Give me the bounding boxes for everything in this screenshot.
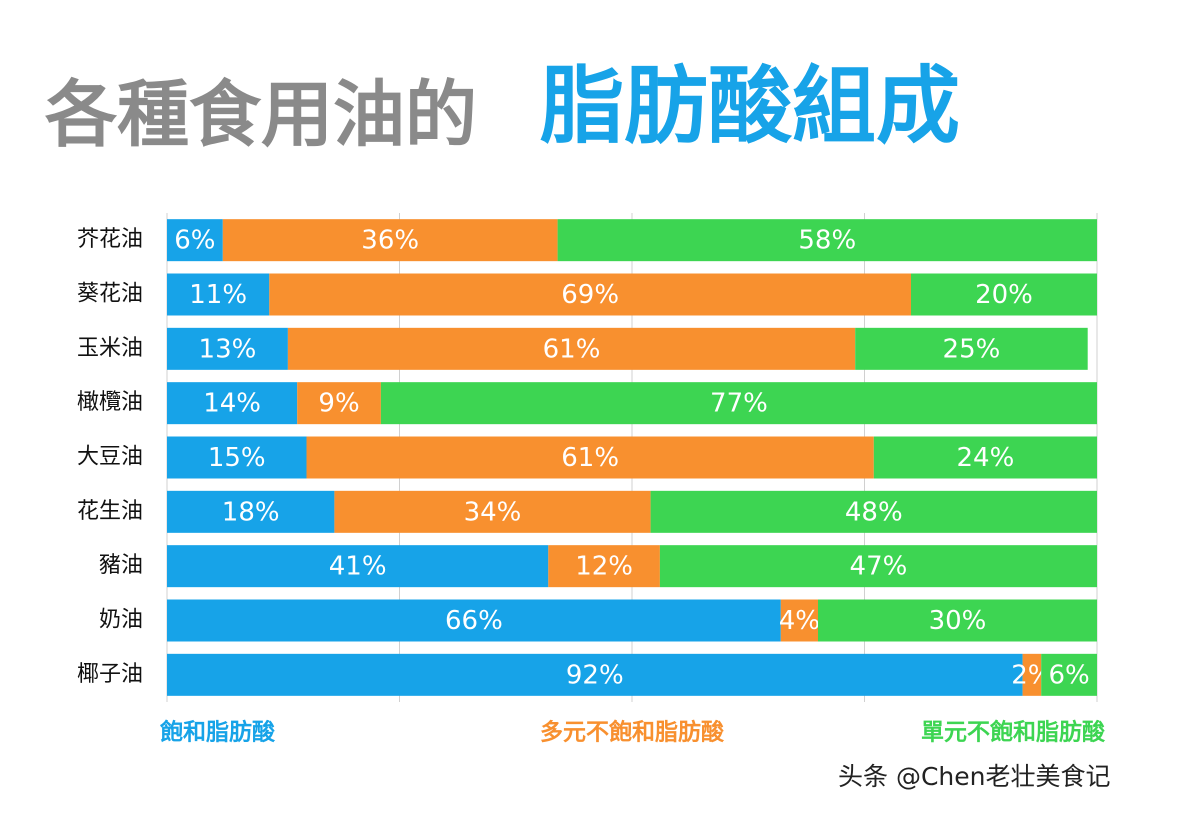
value-label: 4% [779,606,820,636]
value-label: 6% [174,226,215,256]
value-label: 36% [361,226,419,256]
value-label: 34% [464,497,522,527]
value-label: 11% [189,280,247,310]
y-tick-label: 奶油 [99,608,143,633]
y-tick-label: 椰子油 [77,662,143,687]
value-label: 48% [845,497,903,527]
bar-segment [873,436,1097,479]
bar-segment [548,545,660,588]
value-label: 61% [561,443,619,473]
y-tick-label: 花生油 [77,499,143,524]
bar-segment [818,599,1097,642]
bar-segment [167,653,1023,696]
bar-segment [167,490,335,533]
watermark: 头条 @Chen老壮美食记 [838,762,1110,791]
value-label: 47% [850,552,908,582]
bar-segment [167,382,298,425]
value-label: 69% [561,280,619,310]
value-label: 9% [318,389,359,419]
bar-segment [222,219,558,262]
value-label: 61% [543,334,601,364]
bar-segment [780,599,818,642]
value-label: 20% [975,280,1033,310]
y-tick-label: 芥花油 [77,227,143,252]
bar-segment [855,327,1088,370]
bar-segment [1022,653,1042,696]
bar-segment [1041,653,1097,696]
value-label: 13% [199,334,257,364]
y-tick-label: 豬油 [99,553,143,578]
value-label: 24% [957,443,1015,473]
bar-segment [650,490,1097,533]
value-label: 18% [222,497,280,527]
value-label: 58% [798,226,856,256]
bar-segment [167,436,307,479]
bar-segment [334,490,651,533]
bar-segment [659,545,1097,588]
value-label: 6% [1048,660,1089,690]
bar-segment [167,327,288,370]
y-tick-label: 橄欖油 [77,390,143,415]
bar-segment [269,273,911,316]
bar-segment [297,382,381,425]
value-label: 12% [575,552,633,582]
value-label: 66% [445,606,503,636]
value-label: 77% [710,389,768,419]
bar-segment [287,327,856,370]
value-label: 14% [203,389,261,419]
legend-label: 多元不飽和脂肪酸 [540,719,725,746]
value-label: 41% [329,552,387,582]
bar-segment [167,219,223,262]
legend-label: 單元不飽和脂肪酸 [921,719,1106,746]
value-label: 25% [943,334,1001,364]
bar-segment [167,273,270,316]
chart-title: 各種食用油的 [45,73,477,157]
bar-segment [380,382,1097,425]
bar-segment [911,273,1097,316]
value-label: 92% [566,660,624,690]
value-label: 30% [929,606,987,636]
y-tick-label: 玉米油 [77,336,143,361]
value-label: 15% [208,443,266,473]
y-tick-label: 大豆油 [77,445,143,470]
bar-segment [167,599,781,642]
bar-segment [167,545,549,588]
legend-label: 飽和脂肪酸 [160,719,276,746]
y-tick-label: 葵花油 [77,282,143,307]
chart-title-highlight: 脂肪酸組成 [540,57,960,155]
bar-segment [557,219,1097,262]
bar-segment [306,436,874,479]
